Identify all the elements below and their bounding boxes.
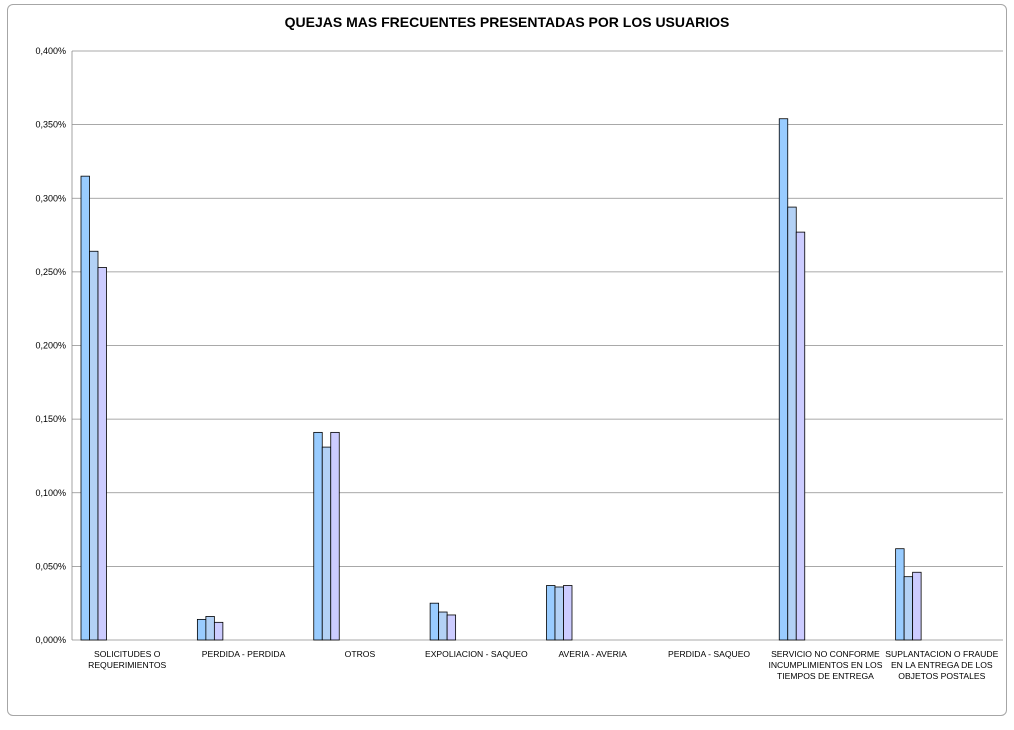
bar	[89, 250, 99, 641]
category-label: SERVICIO NO CONFORME	[771, 649, 880, 659]
bar	[213, 621, 224, 641]
bar	[313, 431, 323, 641]
bar	[438, 611, 448, 641]
category-label: PERDIDA - PERDIDA	[202, 649, 286, 659]
y-tick-label: 0,150%	[35, 414, 66, 424]
bar	[97, 267, 107, 641]
category-label: SUPLANTACION O FRAUDE	[885, 649, 998, 659]
bar	[321, 446, 332, 641]
category-label: SOLICITUDES O	[94, 649, 161, 659]
bar	[563, 585, 573, 641]
category-label: EN LA ENTREGA DE LOS	[891, 660, 993, 670]
bar	[787, 206, 797, 641]
y-tick-label: 0,200%	[35, 341, 66, 351]
bar	[903, 576, 914, 641]
bar	[80, 175, 90, 641]
category-label: OTROS	[345, 649, 376, 659]
bar	[205, 616, 215, 641]
bar	[446, 614, 457, 641]
category-label: AVERIA - AVERIA	[558, 649, 627, 659]
category-label: EXPOLIACION - SAQUEO	[425, 649, 528, 659]
category-label: PERDIDA - SAQUEO	[668, 649, 750, 659]
chart-frame	[7, 4, 1007, 716]
category-label: REQUERIMIENTOS	[88, 660, 166, 670]
category-label: INCUMPLIMIENTOS EN LOS	[768, 660, 882, 670]
y-tick-label: 0,350%	[35, 120, 66, 130]
y-tick-label: 0,250%	[35, 267, 66, 277]
chart-title: QUEJAS MAS FRECUENTES PRESENTADAS POR LO…	[284, 14, 730, 30]
bar	[546, 585, 556, 641]
bar	[912, 571, 922, 641]
category-label: OBJETOS POSTALES	[898, 671, 985, 681]
y-tick-label: 0,100%	[35, 488, 66, 498]
bar	[795, 231, 806, 641]
category-label: TIEMPOS DE ENTREGA	[777, 671, 874, 681]
y-tick-label: 0,050%	[35, 561, 66, 571]
bar	[554, 586, 564, 641]
bar	[778, 118, 789, 641]
bar	[330, 431, 340, 641]
y-tick-label: 0,300%	[35, 193, 66, 203]
bar	[429, 602, 440, 641]
bar	[196, 618, 207, 641]
y-tick-label: 0,400%	[35, 46, 66, 56]
bar	[895, 548, 905, 641]
y-tick-label: 0,000%	[35, 635, 66, 645]
